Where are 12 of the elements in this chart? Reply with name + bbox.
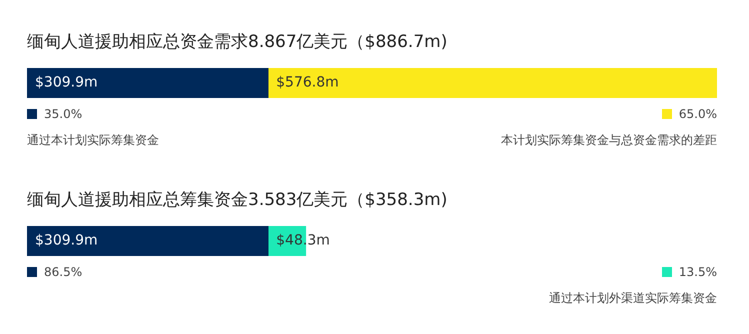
text: 86.5% — [44, 265, 82, 279]
text: 65.0% — [678, 107, 717, 121]
text: 35.0% — [44, 107, 82, 121]
text: 13.5% — [678, 265, 717, 279]
data-label: $309.9m — [35, 232, 98, 249]
legend-label: 通过本计划实际筹集资金 — [27, 132, 159, 148]
chart-title: 缅甸人道援助相应总筹集资金3.583亿美元（$358.3m) — [27, 189, 448, 212]
data-label: $576.8m — [276, 74, 339, 91]
legend-label: 本计划实际筹集资金与总资金需求的差距 — [501, 132, 717, 148]
chart-title: 缅甸人道援助相应总资金需求8.867亿美元（$886.7m) — [27, 31, 448, 54]
legend-label: 通过本计划外渠道实际筹集资金 — [549, 290, 717, 306]
data-label: $309.9m — [35, 74, 98, 91]
